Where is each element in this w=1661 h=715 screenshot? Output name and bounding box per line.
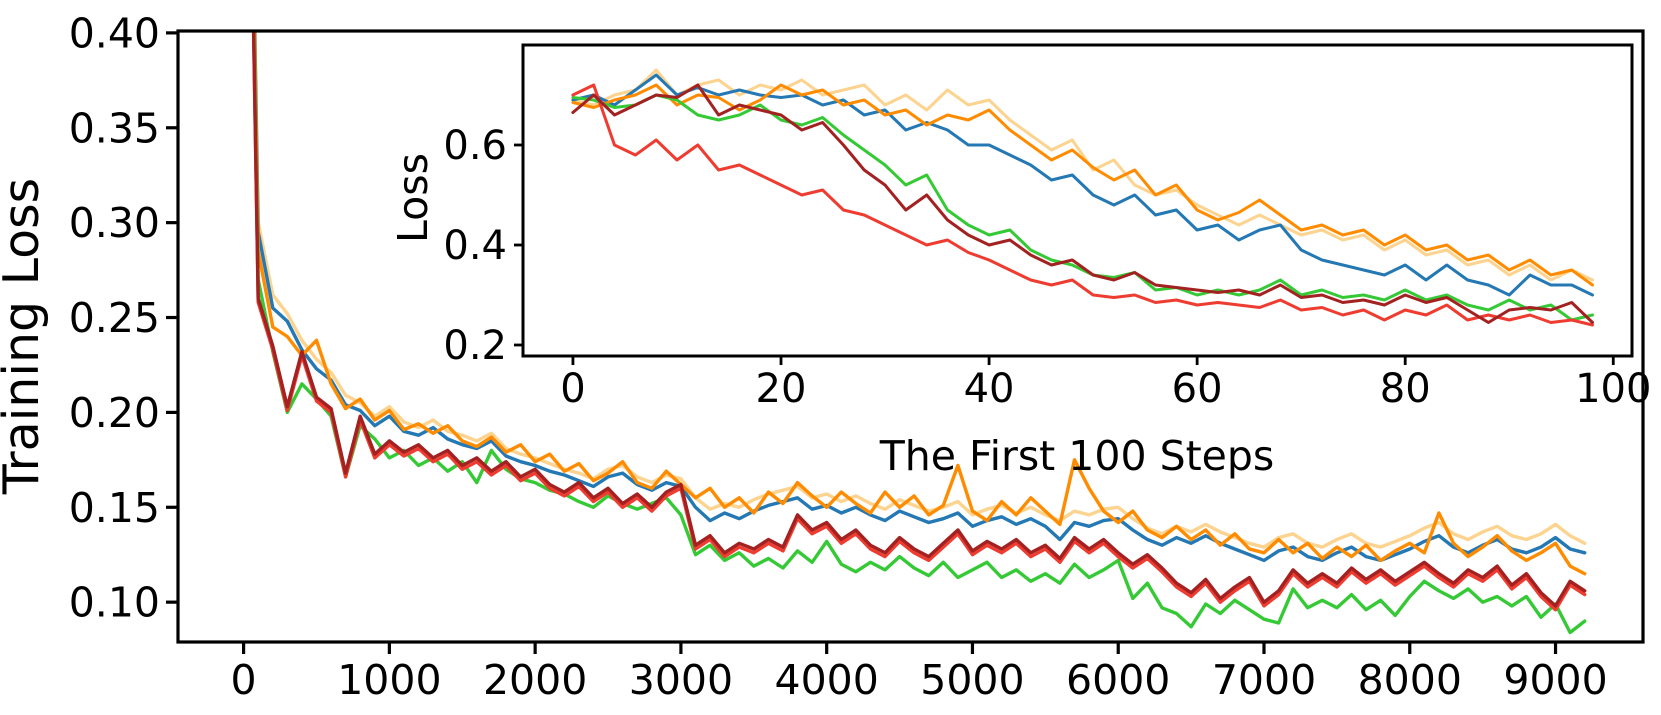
- x-tick-label: 1000: [337, 656, 441, 704]
- axes-frame: [176, 29, 1645, 644]
- series-line-orange: [571, 83, 1594, 287]
- y-tick-label: 0.15: [69, 484, 160, 532]
- y-tick-label: 0.30: [69, 199, 160, 247]
- y-tick-label: 0.35: [69, 104, 160, 152]
- x-tick-label: 5000: [920, 656, 1024, 704]
- y-tick-label: 0.25: [69, 294, 160, 342]
- y-tick-label: 0.4: [443, 223, 507, 269]
- x-tick-label: 60: [1172, 366, 1223, 412]
- series-line-light-orange: [571, 68, 1594, 282]
- axes-frame: [521, 43, 1634, 358]
- x-tick-label: 0: [560, 366, 585, 412]
- series-line-blue: [253, 31, 1587, 563]
- series-line-blue: [571, 73, 1594, 297]
- series-line-dark-red: [571, 83, 1594, 324]
- series-line-light-orange: [253, 31, 1587, 549]
- x-tick-label: 100: [1575, 366, 1651, 412]
- series-line-dark-red: [251, 31, 1587, 608]
- inset-plot: 0 20 40 60 80 100 0.2 0.4 0.6: [443, 43, 1651, 412]
- y-tick-label: 0.20: [69, 389, 160, 437]
- x-tick-label: 6000: [1066, 656, 1170, 704]
- x-tick-label: 7000: [1212, 656, 1316, 704]
- series-line-orange: [252, 31, 1587, 576]
- series-line-green: [571, 93, 1594, 322]
- x-tick-label: 20: [756, 366, 807, 412]
- x-tick-label: 4000: [775, 656, 879, 704]
- x-tick-label: 8000: [1358, 656, 1462, 704]
- x-tick-label: 3000: [629, 656, 733, 704]
- x-tick-label: 40: [964, 366, 1015, 412]
- inset-y-axis-label: Loss: [389, 153, 437, 243]
- series-line-red: [251, 31, 1587, 612]
- inset-x-axis-label: The First 100 Steps: [879, 432, 1275, 480]
- main-y-axis-label: Training Loss: [0, 178, 50, 495]
- x-tick-label: 9000: [1503, 656, 1607, 704]
- y-tick-label: 0.2: [443, 323, 507, 369]
- y-tick-label: 0.10: [69, 579, 160, 627]
- y-tick-label: 0.40: [69, 9, 160, 57]
- y-tick-label: 0.6: [443, 123, 507, 169]
- x-tick-label: 80: [1380, 366, 1431, 412]
- x-tick-label: 0: [231, 656, 257, 704]
- series-group: [251, 31, 1587, 635]
- x-tick-label: 2000: [483, 656, 587, 704]
- main-plot: 0 1000 2000 3000 4000 5000 6000 7000 8000 9000 0.1…: [69, 9, 1645, 704]
- series-group: [571, 68, 1594, 327]
- series-line-red: [571, 83, 1594, 327]
